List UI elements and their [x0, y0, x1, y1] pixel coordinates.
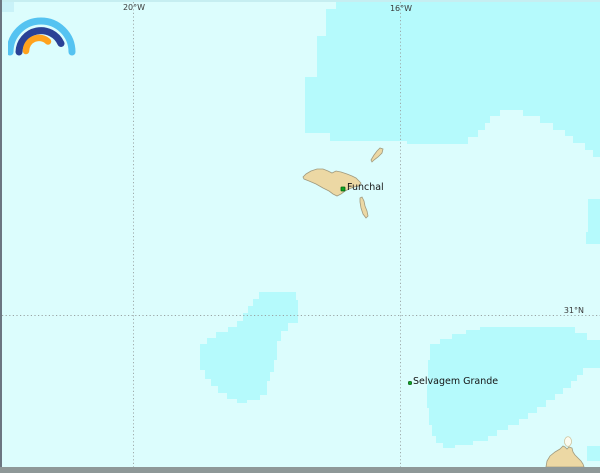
- logo-inner-arc: [22, 34, 52, 55]
- open-meteo-logo: [8, 17, 76, 56]
- patch-top-right: [305, 0, 600, 157]
- islet-white-peak: [564, 436, 572, 447]
- patch-corner-top-left: [2, 0, 14, 12]
- patch-bottom-right-edge: [587, 446, 600, 461]
- map-frame-left: [0, 0, 2, 473]
- graticule-label-20w: 20°W: [122, 3, 146, 12]
- patch-bottom-right: [427, 327, 600, 448]
- map-frame-top: [0, 0, 600, 2]
- graticule-label-16w: 16°W: [389, 4, 413, 13]
- island-porto-santo: [370, 147, 384, 163]
- place-marker-funchal: [340, 186, 346, 192]
- island-desertas: [359, 196, 369, 219]
- place-marker-selvagem-grande: [408, 381, 412, 385]
- island-canary-tip: [545, 445, 585, 468]
- map-frame-bottom: [0, 467, 600, 473]
- graticule-label-31n: 31°N: [563, 306, 584, 315]
- patch-mid-left: [200, 292, 298, 403]
- patch-right-strip: [586, 199, 600, 244]
- logo-middle-arc: [15, 27, 65, 56]
- place-label-selvagem-grande: Selvagem Grande: [413, 376, 499, 387]
- logo-outer-arc: [8, 17, 76, 56]
- island-madeira: [302, 168, 362, 197]
- place-label-funchal: Funchal: [347, 182, 384, 193]
